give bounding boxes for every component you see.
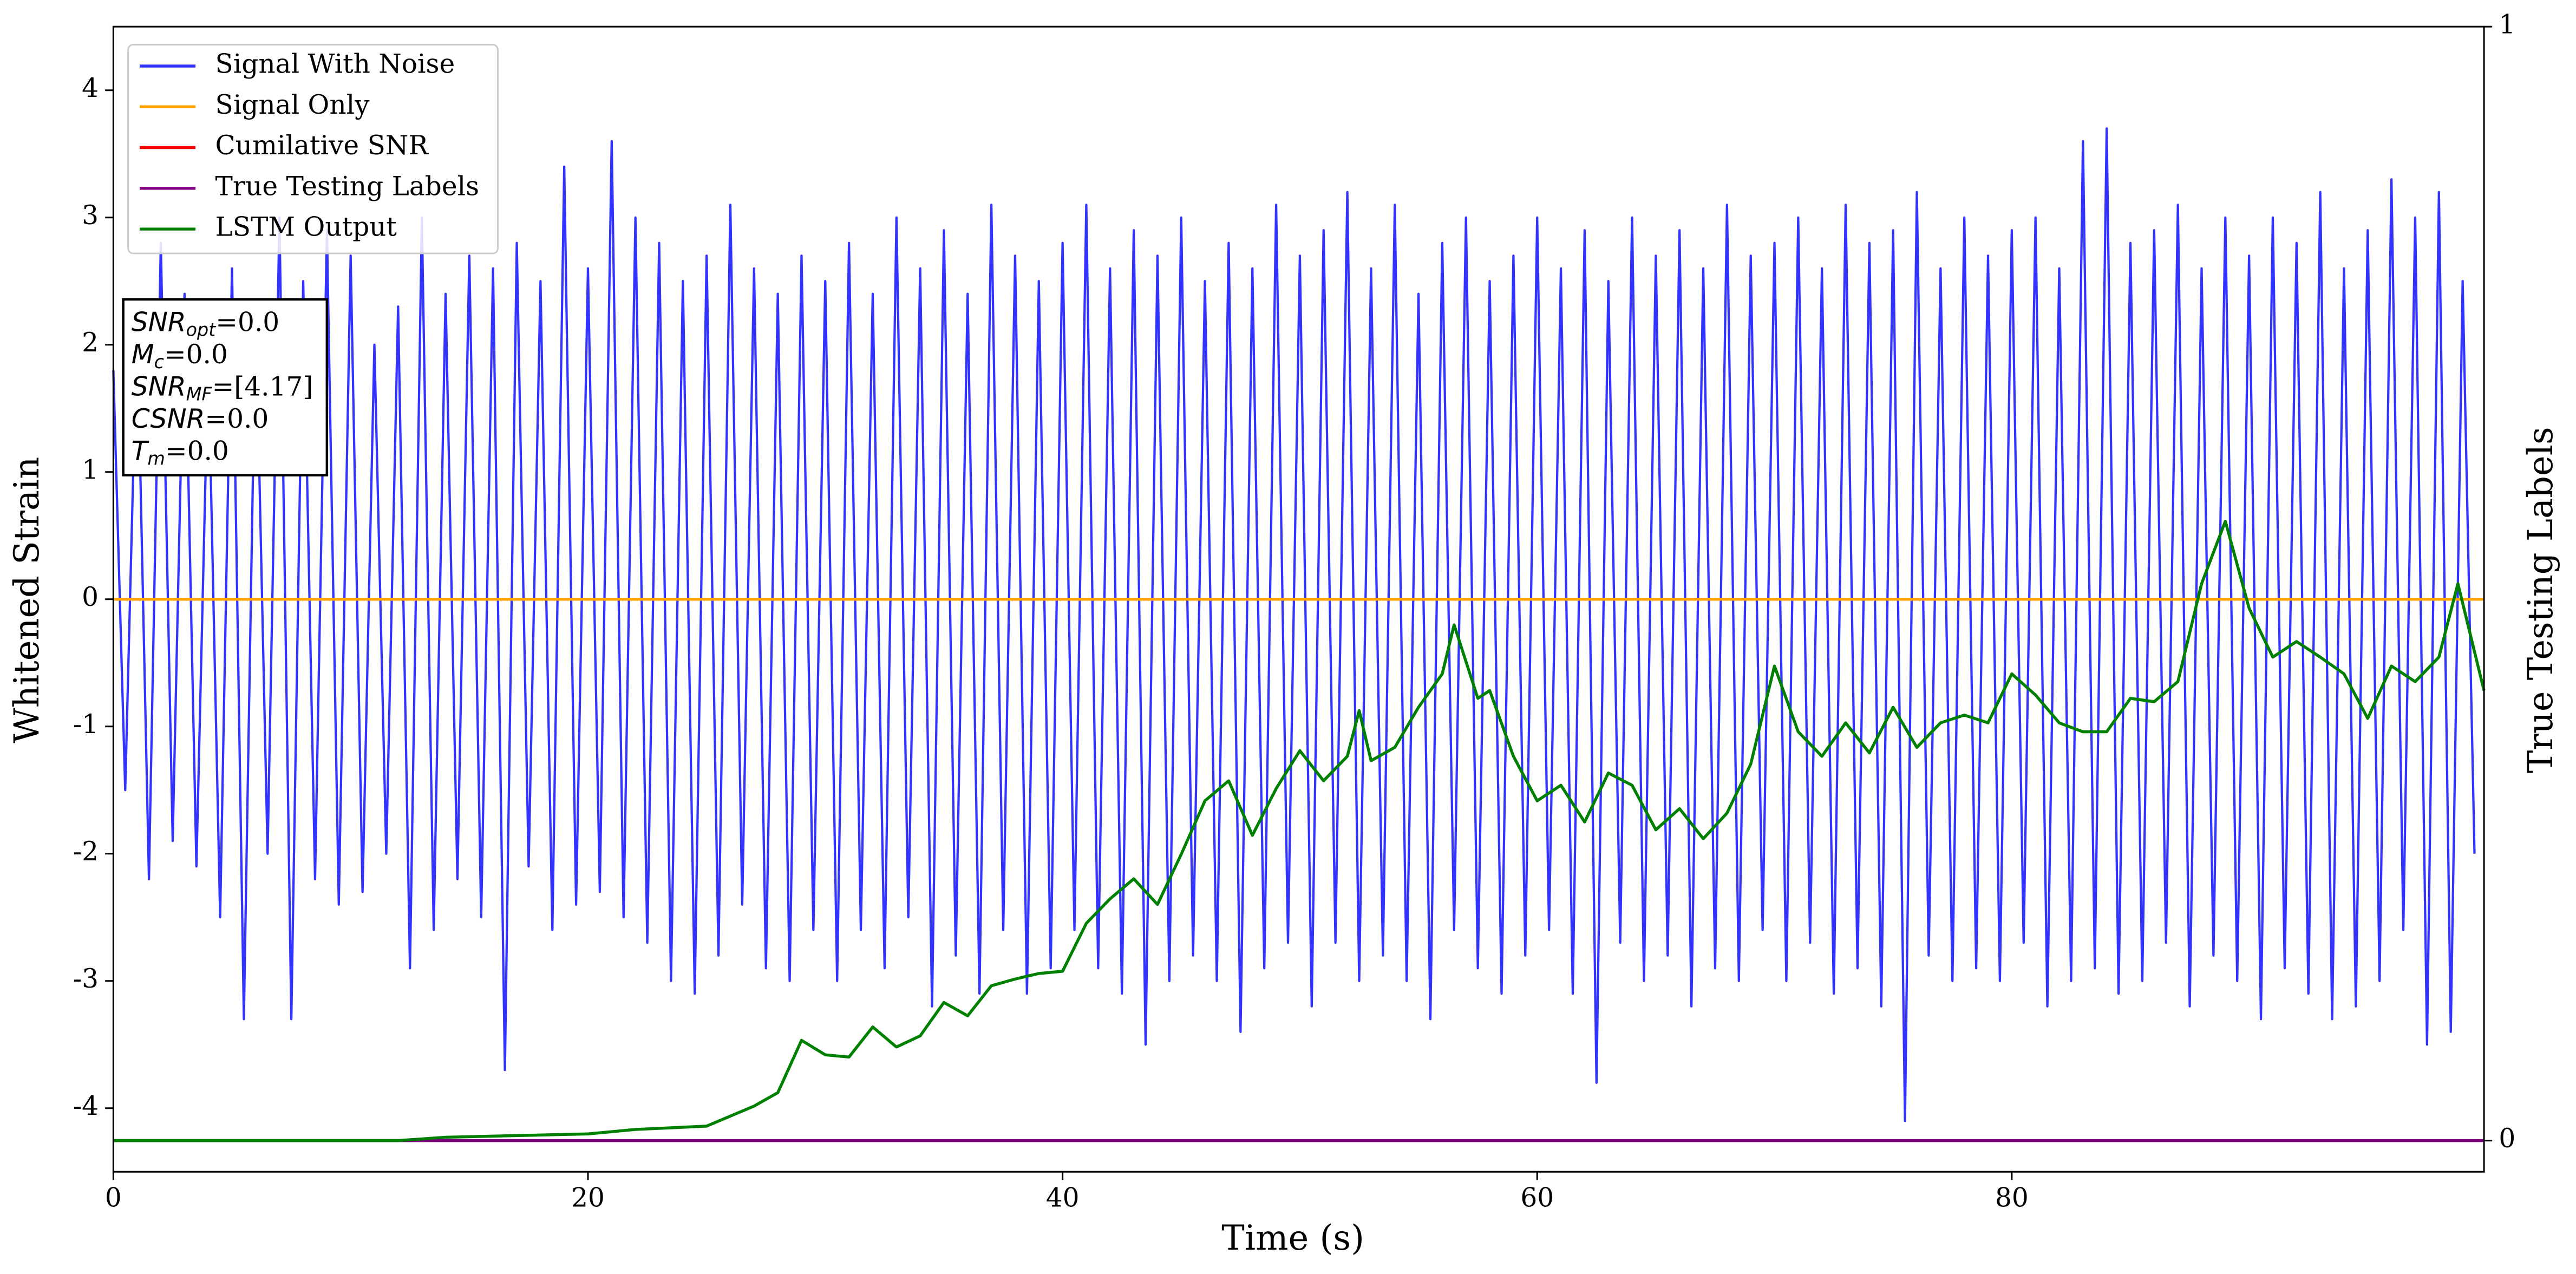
annotation-subscript: MF — [186, 383, 213, 404]
y-tick-label: 0 — [82, 582, 99, 612]
legend-label: LSTM Output — [215, 212, 397, 243]
x-axis-label: Time (s) — [1221, 1218, 1364, 1258]
annotation-symbol: T — [132, 436, 149, 466]
annotation-line: SNRMF=[4.17] — [132, 371, 313, 404]
legend-label: Signal Only — [215, 90, 370, 120]
y-tick-label: 4 — [82, 73, 99, 103]
annotation-symbol: SNR — [132, 307, 186, 337]
annotation: SNRopt=0.0Mc=0.0SNRMF=[4.17]CSNR=0.0Tm=0… — [122, 298, 329, 476]
annotation-subscript: m — [147, 448, 165, 469]
annotation-line: Tm=0.0 — [132, 436, 229, 469]
legend-label: Cumilative SNR — [215, 130, 429, 161]
y2-tick-label: 1 — [2499, 10, 2515, 40]
y-tick-label: -1 — [73, 709, 99, 740]
annotation-value: =0.0 — [165, 436, 229, 466]
series-line — [113, 519, 2486, 1142]
y-tick-label: 3 — [82, 200, 99, 231]
x-tick-label: 20 — [571, 1182, 605, 1213]
legend-label: True Testing Labels — [215, 171, 480, 201]
legend: Signal With Noise Signal Only Cumilative S… — [127, 44, 499, 254]
y-tick-label: -2 — [73, 837, 99, 867]
annotation-value: =0.0 — [205, 403, 269, 434]
annotation-line: Mc=0.0 — [132, 339, 228, 372]
y2-tick-label: 0 — [2499, 1123, 2515, 1154]
y-tick-label: 2 — [82, 328, 99, 358]
annotation-symbol: M — [132, 339, 154, 370]
y2-axis-label: True Testing Labels — [2521, 427, 2561, 773]
y-tick-label: -4 — [73, 1091, 99, 1121]
x-tick-label: 60 — [1520, 1182, 1554, 1213]
annotation-box — [122, 298, 329, 476]
annotation-symbol: CSNR — [132, 404, 205, 434]
annotation-value: =0.0 — [164, 339, 228, 369]
legend-label: Signal With Noise — [215, 49, 455, 80]
plot-area — [112, 127, 2486, 1142]
x-tick-label: 40 — [1046, 1182, 1080, 1213]
y-tick-label: -3 — [73, 964, 99, 994]
annotation-symbol: SNR — [132, 371, 186, 402]
annotation-subscript: opt — [186, 319, 217, 340]
y-axis-label: Whitened Strain — [7, 457, 47, 743]
annotation-line: CSNR=0.0 — [132, 403, 269, 434]
annotation-value: =0.0 — [215, 307, 279, 337]
legend-box — [127, 44, 499, 254]
x-tick-label: 80 — [1995, 1182, 2029, 1213]
annotation-subscript: c — [154, 351, 164, 373]
annotation-value: =[4.17] — [212, 371, 313, 402]
annotation-line: SNRopt=0.0 — [132, 307, 279, 340]
y-tick-label: 1 — [82, 455, 99, 485]
x-tick-label: 0 — [105, 1182, 122, 1213]
